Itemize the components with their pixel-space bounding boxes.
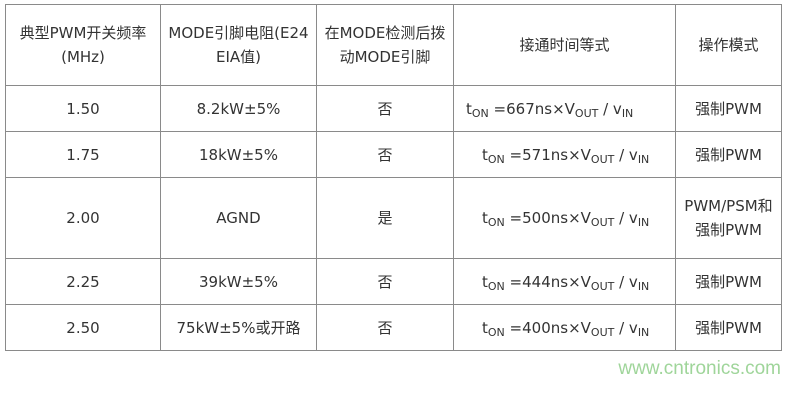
toggle-cell: 否 (316, 85, 454, 132)
mode-pin-table: 典型PWM开关频率(MHz) MODE引脚电阻(E24 EIA值) 在MODE检… (5, 4, 782, 351)
divide-text: / v (614, 145, 638, 164)
resistor-cell: AGND (160, 177, 317, 259)
on-subscript: ON (471, 106, 489, 120)
in-subscript: IN (637, 279, 650, 293)
out-subscript: OUT (574, 106, 599, 120)
on-subscript: ON (487, 216, 505, 229)
t-symbol: t (482, 209, 488, 227)
equation-text: =667ns×V (488, 99, 575, 118)
table-row: 2.50 75kW±5%或开路 否 tON =400ns×VOUT / vIN … (5, 304, 782, 351)
divide-text: / v (598, 99, 622, 118)
on-time-cell: tON =400ns×VOUT / vIN (453, 304, 676, 351)
resistor-cell: 8.2kW±5% (160, 85, 317, 132)
resistor-cell: 75kW±5%或开路 (160, 304, 317, 351)
mode-cell: 强制PWM (675, 85, 782, 132)
mode-cell: PWM/PSM和强制PWM (675, 177, 782, 259)
mode-cell: 强制PWM (675, 131, 782, 178)
divide-text: / v (614, 209, 638, 227)
mode-cell: 强制PWM (675, 304, 782, 351)
toggle-cell: 是 (316, 177, 454, 259)
frequency-cell: 1.50 (5, 85, 161, 132)
t-symbol: t (482, 145, 488, 164)
equation-text: =571ns×V (504, 145, 591, 164)
divide-text: / v (614, 272, 638, 291)
toggle-cell: 否 (316, 304, 454, 351)
t-symbol: t (482, 272, 488, 291)
out-subscript: OUT (590, 152, 615, 166)
divide-text: / v (614, 318, 638, 337)
on-time-cell: tON =667ns×VOUT / vIN (453, 85, 676, 132)
header-toggle: 在MODE检测后拨动MODE引脚 (316, 4, 454, 86)
in-subscript: IN (637, 152, 650, 166)
header-on-time: 接通时间等式 (453, 4, 676, 86)
in-subscript: IN (637, 325, 650, 339)
equation-text: =400ns×V (504, 318, 591, 337)
on-subscript: ON (487, 325, 505, 339)
t-symbol: t (466, 99, 472, 118)
on-time-cell: tON =571ns×VOUT / vIN (453, 131, 676, 178)
frequency-cell: 1.75 (5, 131, 161, 178)
on-subscript: ON (487, 279, 505, 293)
table-row: 1.75 18kW±5% 否 tON =571ns×VOUT / vIN 强制P… (5, 131, 782, 178)
resistor-cell: 18kW±5% (160, 131, 317, 178)
toggle-cell: 否 (316, 131, 454, 178)
table-row: 2.00 AGND 是 tON =500ns×VOUT / vIN PWM/PS… (5, 177, 782, 259)
frequency-cell: 2.50 (5, 304, 161, 351)
frequency-cell: 2.00 (5, 177, 161, 259)
t-symbol: t (482, 318, 488, 337)
equation-text: =444ns×V (504, 272, 591, 291)
header-resistor: MODE引脚电阻(E24 EIA值) (160, 4, 317, 86)
watermark: www.cntronics.com (618, 358, 781, 379)
header-row: 典型PWM开关频率(MHz) MODE引脚电阻(E24 EIA值) 在MODE检… (5, 4, 782, 86)
in-subscript: IN (637, 216, 650, 229)
on-time-cell: tON =500ns×VOUT / vIN (453, 177, 676, 259)
mode-cell: 强制PWM (675, 258, 782, 305)
table-row: 1.50 8.2kW±5% 否 tON =667ns×VOUT / vIN 强制… (5, 85, 782, 132)
equation-text: =500ns×V (504, 209, 591, 227)
out-subscript: OUT (590, 325, 615, 339)
toggle-cell: 否 (316, 258, 454, 305)
out-subscript: OUT (590, 216, 615, 229)
in-subscript: IN (621, 106, 634, 120)
on-time-cell: tON =444ns×VOUT / vIN (453, 258, 676, 305)
frequency-cell: 2.25 (5, 258, 161, 305)
resistor-cell: 39kW±5% (160, 258, 317, 305)
table-row: 2.25 39kW±5% 否 tON =444ns×VOUT / vIN 强制P… (5, 258, 782, 305)
on-subscript: ON (487, 152, 505, 166)
header-mode: 操作模式 (675, 4, 782, 86)
out-subscript: OUT (590, 279, 615, 293)
header-frequency: 典型PWM开关频率(MHz) (5, 4, 161, 86)
